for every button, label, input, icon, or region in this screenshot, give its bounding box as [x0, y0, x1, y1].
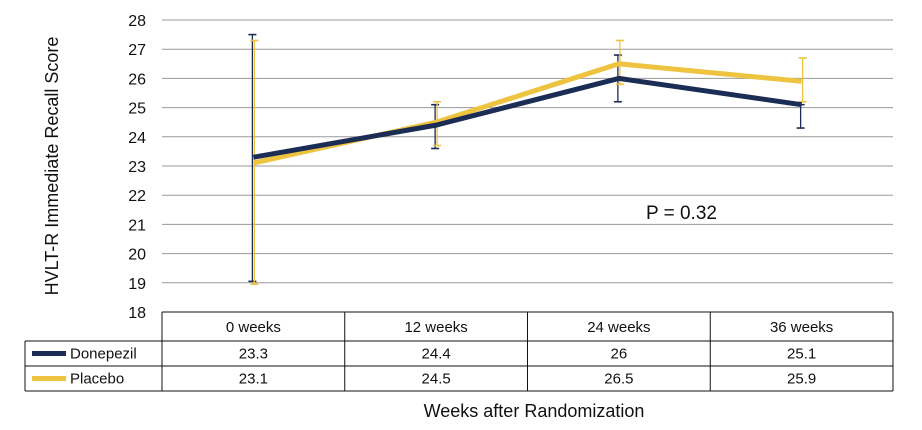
x-category-label: 36 weeks	[770, 319, 833, 336]
series-lines	[252, 61, 802, 166]
data-value: 24.4	[422, 346, 451, 363]
p-value-annotation: P = 0.32	[646, 203, 717, 224]
legend-label: Placebo	[70, 371, 124, 388]
series-line-donepezil	[252, 75, 802, 160]
data-table: 0 weeks 12 weeks 24 weeks 36 weeks Donepezil…	[24, 311, 894, 392]
data-value: 26.5	[604, 371, 633, 388]
x-axis-title: Weeks after Randomization	[424, 401, 645, 421]
y-tick-label: 23	[128, 159, 146, 176]
y-tick-label: 22	[128, 188, 146, 205]
data-value: 25.1	[787, 346, 816, 363]
y-tick-label: 24	[128, 130, 146, 147]
data-value: 23.1	[239, 371, 268, 388]
y-tick-label: 21	[128, 217, 146, 234]
legend-label: Donepezil	[70, 346, 137, 363]
y-tick-label: 18	[128, 305, 146, 322]
y-tick-label: 20	[128, 247, 146, 264]
y-tick-label: 28	[128, 13, 146, 30]
data-value: 25.9	[787, 371, 816, 388]
data-value: 23.3	[239, 346, 268, 363]
y-axis-ticks: 18 19 20 21 22 23 24 25 26 27 28	[128, 13, 146, 322]
data-value: 24.5	[422, 371, 451, 388]
y-tick-label: 27	[128, 42, 146, 59]
y-tick-label: 25	[128, 101, 146, 118]
x-category-label: 24 weeks	[587, 319, 650, 336]
y-axis-title: HVLT-R Immediate Recall Score	[42, 37, 62, 296]
y-tick-label: 19	[128, 276, 146, 293]
gridlines	[162, 19, 893, 313]
x-category-label: 0 weeks	[226, 319, 281, 336]
x-category-label: 12 weeks	[404, 319, 467, 336]
data-value: 26	[611, 346, 628, 363]
y-tick-label: 26	[128, 71, 146, 88]
